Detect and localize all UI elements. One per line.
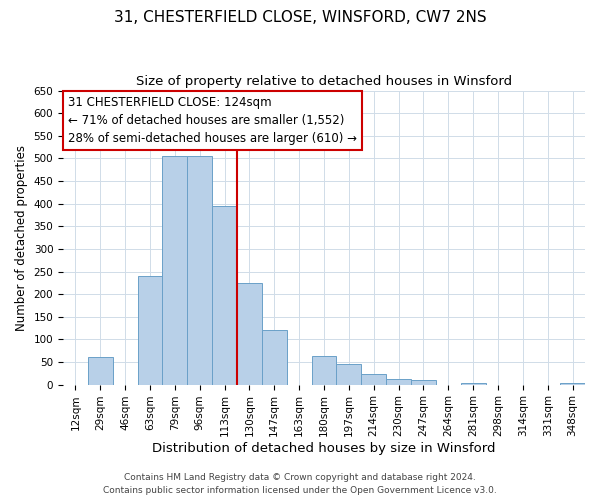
Bar [137,276,163,384]
Y-axis label: Number of detached properties: Number of detached properties [15,144,28,330]
Bar [560,383,585,384]
Bar [411,380,436,384]
Bar [163,156,187,384]
Bar [88,358,113,384]
Bar [187,156,212,384]
Bar [386,378,411,384]
Bar [262,330,287,384]
Bar [461,383,485,384]
Text: 31 CHESTERFIELD CLOSE: 124sqm
← 71% of detached houses are smaller (1,552)
28% o: 31 CHESTERFIELD CLOSE: 124sqm ← 71% of d… [68,96,357,145]
Bar [337,364,361,384]
Bar [212,206,237,384]
X-axis label: Distribution of detached houses by size in Winsford: Distribution of detached houses by size … [152,442,496,455]
Text: Contains HM Land Registry data © Crown copyright and database right 2024.
Contai: Contains HM Land Registry data © Crown c… [103,474,497,495]
Bar [311,356,337,384]
Bar [237,283,262,384]
Title: Size of property relative to detached houses in Winsford: Size of property relative to detached ho… [136,75,512,88]
Bar [361,374,386,384]
Text: 31, CHESTERFIELD CLOSE, WINSFORD, CW7 2NS: 31, CHESTERFIELD CLOSE, WINSFORD, CW7 2N… [113,10,487,25]
